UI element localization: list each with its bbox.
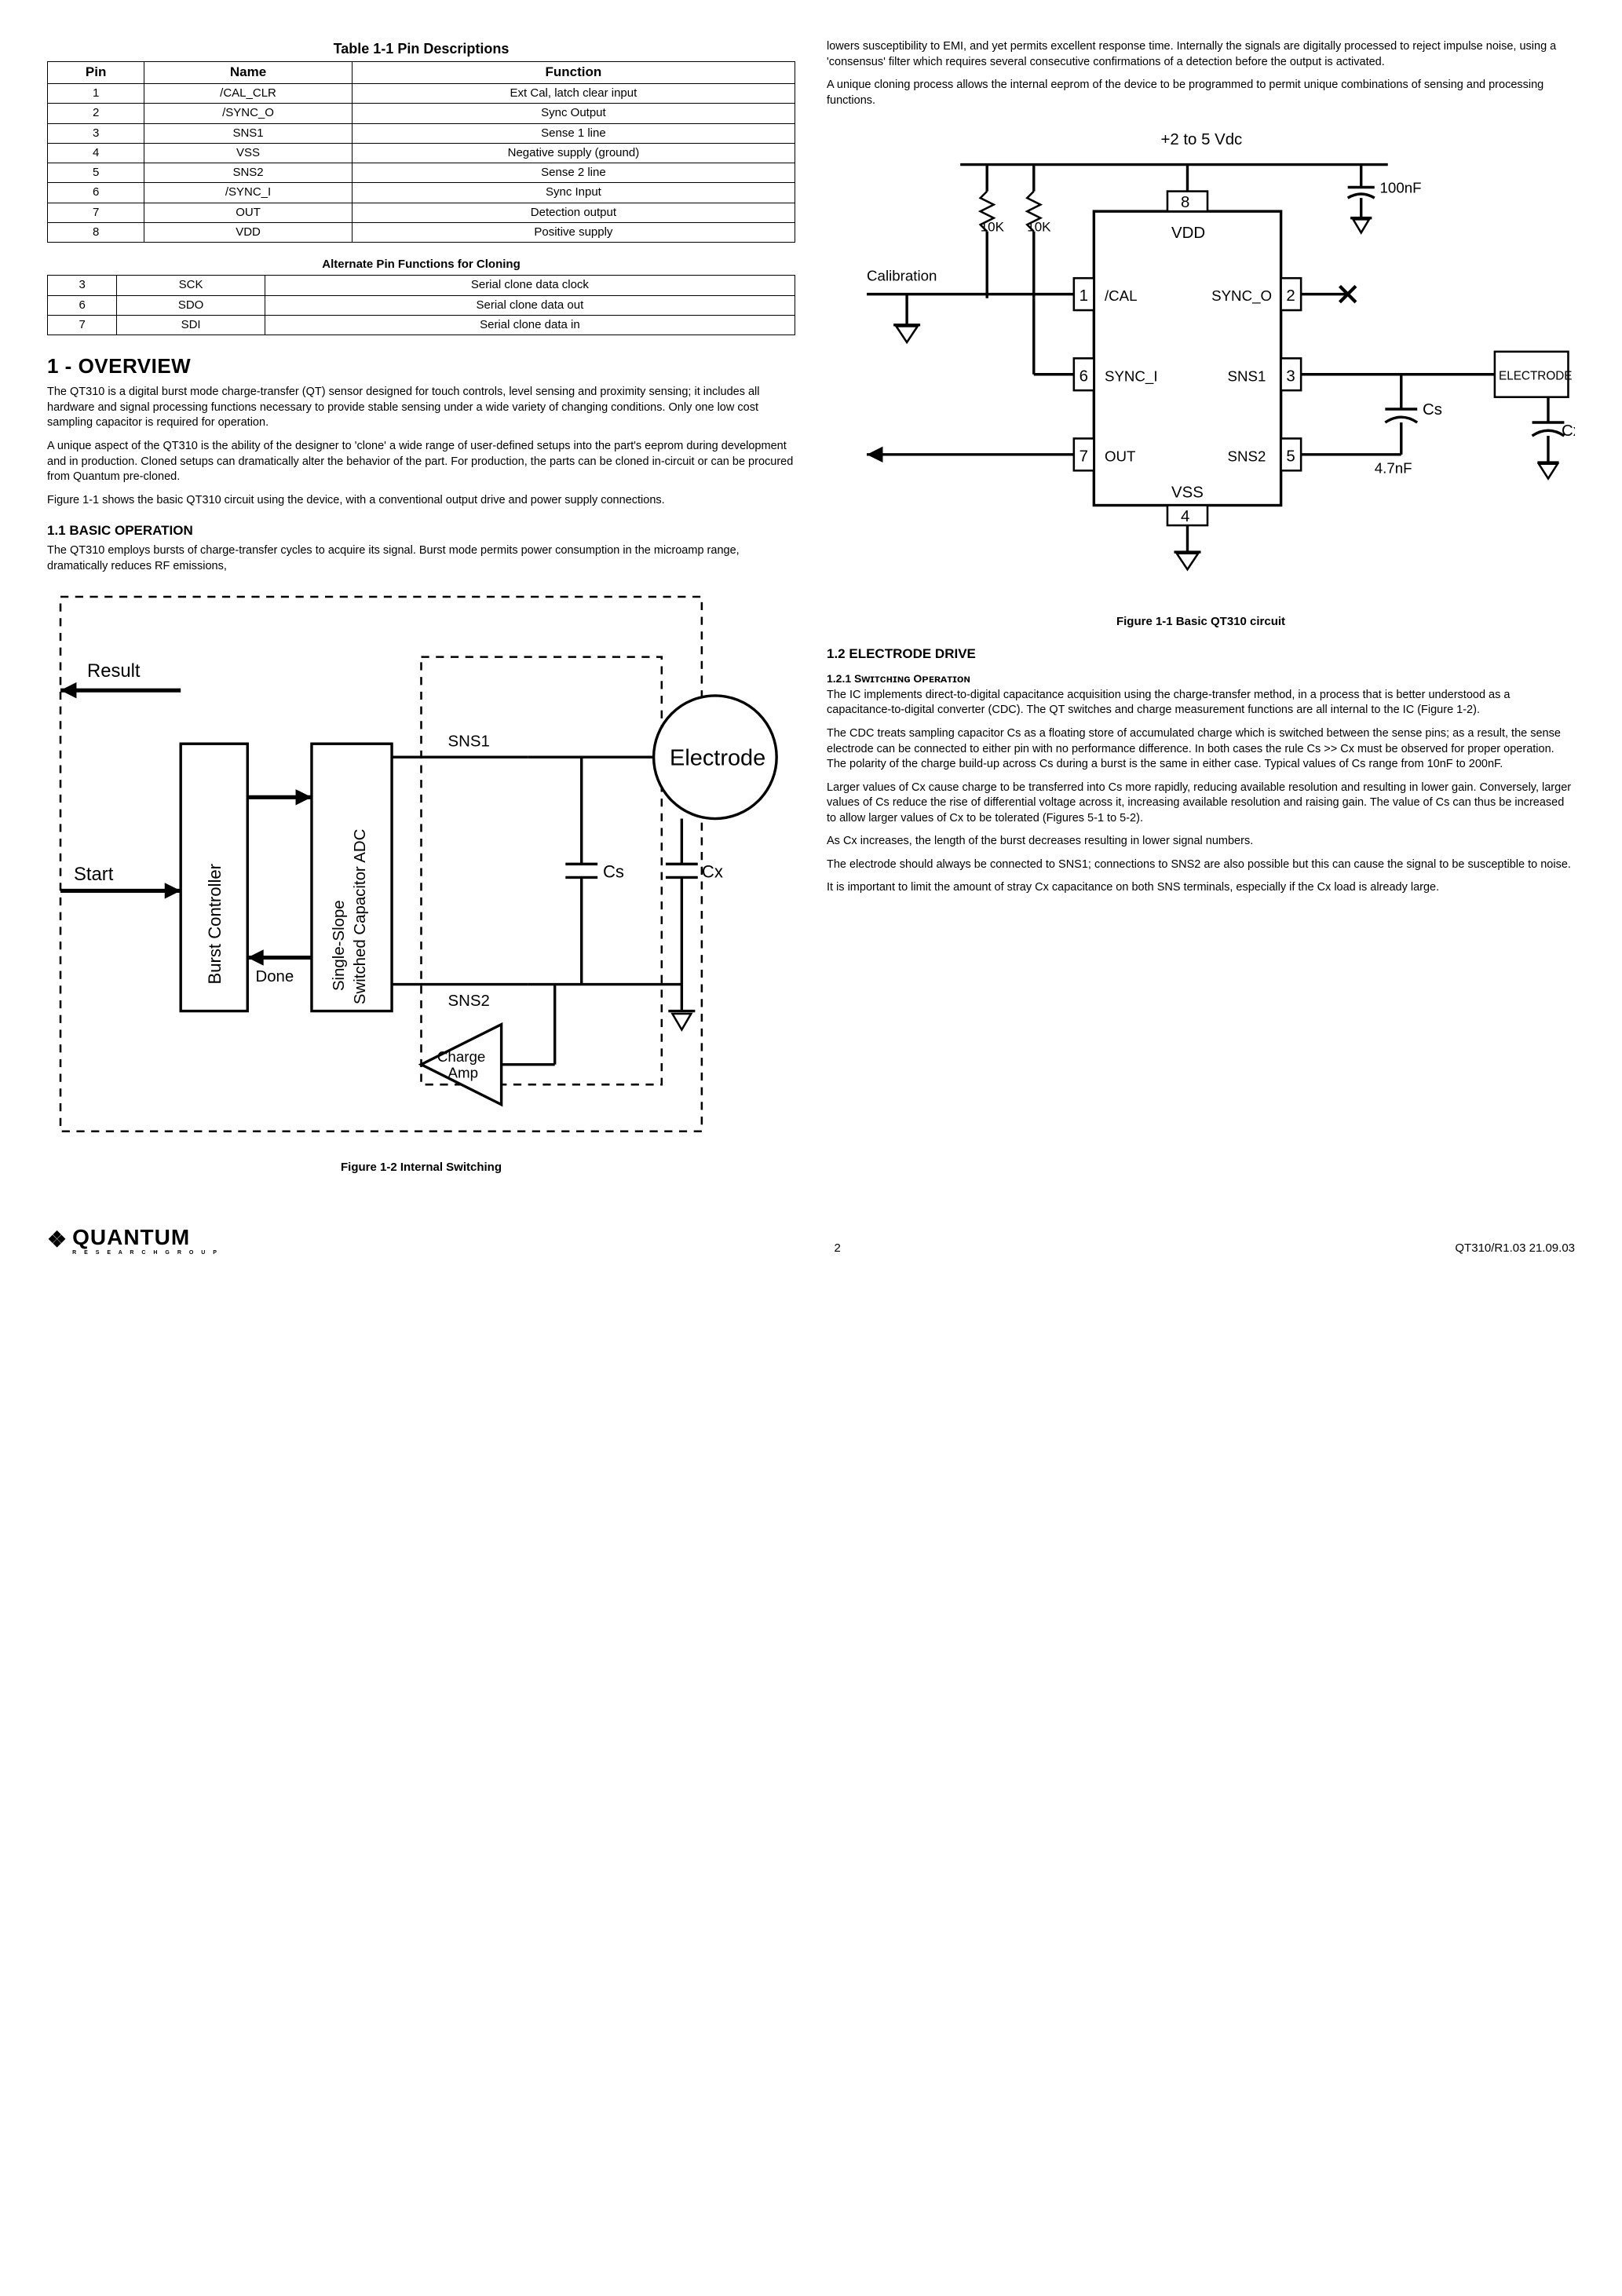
table-title: Table 1-1 Pin Descriptions (47, 39, 795, 58)
svg-text:SYNC_O: SYNC_O (1211, 287, 1272, 305)
svg-text:SNS1: SNS1 (1228, 368, 1266, 385)
svg-text:8: 8 (1181, 194, 1189, 211)
electrode-p6: It is important to limit the amount of s… (827, 880, 1575, 896)
electrode-p1: The IC implements direct-to-digital capa… (827, 688, 1575, 718)
fig-1-1-caption: Figure 1-1 Basic QT310 circuit (827, 614, 1575, 630)
pin-table: Pin Name Function 1/CAL_CLRExt Cal, latc… (47, 61, 795, 243)
svg-text:Amp: Amp (448, 1065, 478, 1081)
svg-text:OUT: OUT (1105, 448, 1135, 465)
svg-text:3: 3 (1286, 368, 1295, 386)
svg-text:Cx: Cx (1562, 422, 1575, 440)
figure-1-1: +2 to 5 Vdc 100nF 10K 10K (827, 118, 1575, 603)
svg-text:4: 4 (1181, 508, 1189, 525)
svg-text:+2 to 5 Vdc: +2 to 5 Vdc (1160, 131, 1242, 148)
table-row: 5SNS2Sense 2 line (48, 163, 795, 183)
svg-text:Charge: Charge (437, 1049, 485, 1066)
overview-p2: A unique aspect of the QT310 is the abil… (47, 439, 795, 485)
alt-table-title: Alternate Pin Functions for Cloning (47, 257, 795, 272)
doc-id: QT310/R1.03 21.09.03 (1455, 1241, 1575, 1256)
table-row: 3SCKSerial clone data clock (48, 276, 795, 295)
table-row: 7SDISerial clone data in (48, 315, 795, 335)
svg-text:VDD: VDD (1171, 225, 1205, 242)
svg-text:7: 7 (1080, 448, 1088, 466)
th-func: Function (352, 62, 795, 84)
svg-text:Single-Slope: Single-Slope (331, 901, 348, 992)
table-row: 6/SYNC_ISync Input (48, 183, 795, 203)
svg-text:SNS2: SNS2 (448, 993, 490, 1010)
th-name: Name (144, 62, 353, 84)
electrode-p2: The CDC treats sampling capacitor Cs as … (827, 726, 1575, 773)
table-row: 7OUTDetection output (48, 203, 795, 222)
svg-text:/CAL: /CAL (1105, 287, 1138, 304)
fig-1-2-caption: Figure 1-2 Internal Switching (47, 1160, 795, 1175)
electrode-p5: The electrode should always be connected… (827, 857, 1575, 873)
page-number: 2 (834, 1241, 840, 1256)
table-row: 3SNS1Sense 1 line (48, 123, 795, 143)
table-row: 1/CAL_CLRExt Cal, latch clear input (48, 84, 795, 104)
svg-text:4.7nF: 4.7nF (1375, 460, 1412, 477)
section-1-heading: 1 - OVERVIEW (47, 353, 795, 380)
svg-text:5: 5 (1286, 448, 1295, 466)
figure-1-2: Result Start Burst Controller Single-Slo… (47, 583, 795, 1149)
svg-text:SNS1: SNS1 (448, 733, 490, 751)
th-pin: Pin (48, 62, 144, 84)
brand-logo: ❖ QUANTUM R E S E A R C H G R O U P (47, 1223, 220, 1256)
svg-text:1: 1 (1080, 287, 1088, 305)
alt-pin-table: 3SCKSerial clone data clock6SDOSerial cl… (47, 275, 795, 335)
electrode-p4: As Cx increases, the length of the burst… (827, 834, 1575, 850)
svg-text:Cs: Cs (603, 862, 624, 882)
svg-text:SYNC_I: SYNC_I (1105, 368, 1158, 386)
basic-op-p3: A unique cloning process allows the inte… (827, 78, 1575, 108)
basic-op-p1: The QT310 employs bursts of charge-trans… (47, 543, 795, 574)
overview-p3: Figure 1-1 shows the basic QT310 circuit… (47, 493, 795, 509)
table-row: 8VDDPositive supply (48, 222, 795, 242)
svg-text:ELECTRODE: ELECTRODE (1499, 370, 1573, 383)
svg-text:Done: Done (255, 968, 294, 985)
table-row: 4VSSNegative supply (ground) (48, 143, 795, 163)
svg-text:Result: Result (87, 660, 141, 682)
svg-text:Burst Controller: Burst Controller (205, 864, 225, 985)
section-11-heading: 1.1 BASIC OPERATION (47, 522, 795, 540)
overview-p1: The QT310 is a digital burst mode charge… (47, 385, 795, 431)
svg-text:Cs: Cs (1423, 401, 1442, 419)
table-row: 6SDOSerial clone data out (48, 295, 795, 315)
svg-text:VSS: VSS (1171, 484, 1204, 502)
svg-text:Calibration: Calibration (867, 268, 937, 284)
svg-text:Switched Capacitor ADC: Switched Capacitor ADC (352, 829, 369, 1004)
logo-icon: ❖ (47, 1225, 68, 1255)
section-12-heading: 1.2 ELECTRODE DRIVE (827, 645, 1575, 664)
svg-text:6: 6 (1080, 368, 1088, 386)
section-121-heading: 1.2.1 Sᴡɪᴛᴄʜɪɴɢ Oᴘᴇʀᴀᴛɪᴏɴ (827, 671, 1575, 686)
svg-text:Cx: Cx (702, 862, 723, 882)
svg-text:100nF: 100nF (1380, 180, 1422, 196)
svg-text:Electrode: Electrode (670, 746, 765, 771)
table-row: 2/SYNC_OSync Output (48, 104, 795, 123)
svg-text:2: 2 (1286, 287, 1295, 305)
svg-text:Start: Start (74, 864, 114, 885)
svg-text:SNS2: SNS2 (1228, 448, 1266, 465)
basic-op-p2: lowers susceptibility to EMI, and yet pe… (827, 39, 1575, 70)
electrode-p3: Larger values of Cx cause charge to be t… (827, 781, 1575, 827)
